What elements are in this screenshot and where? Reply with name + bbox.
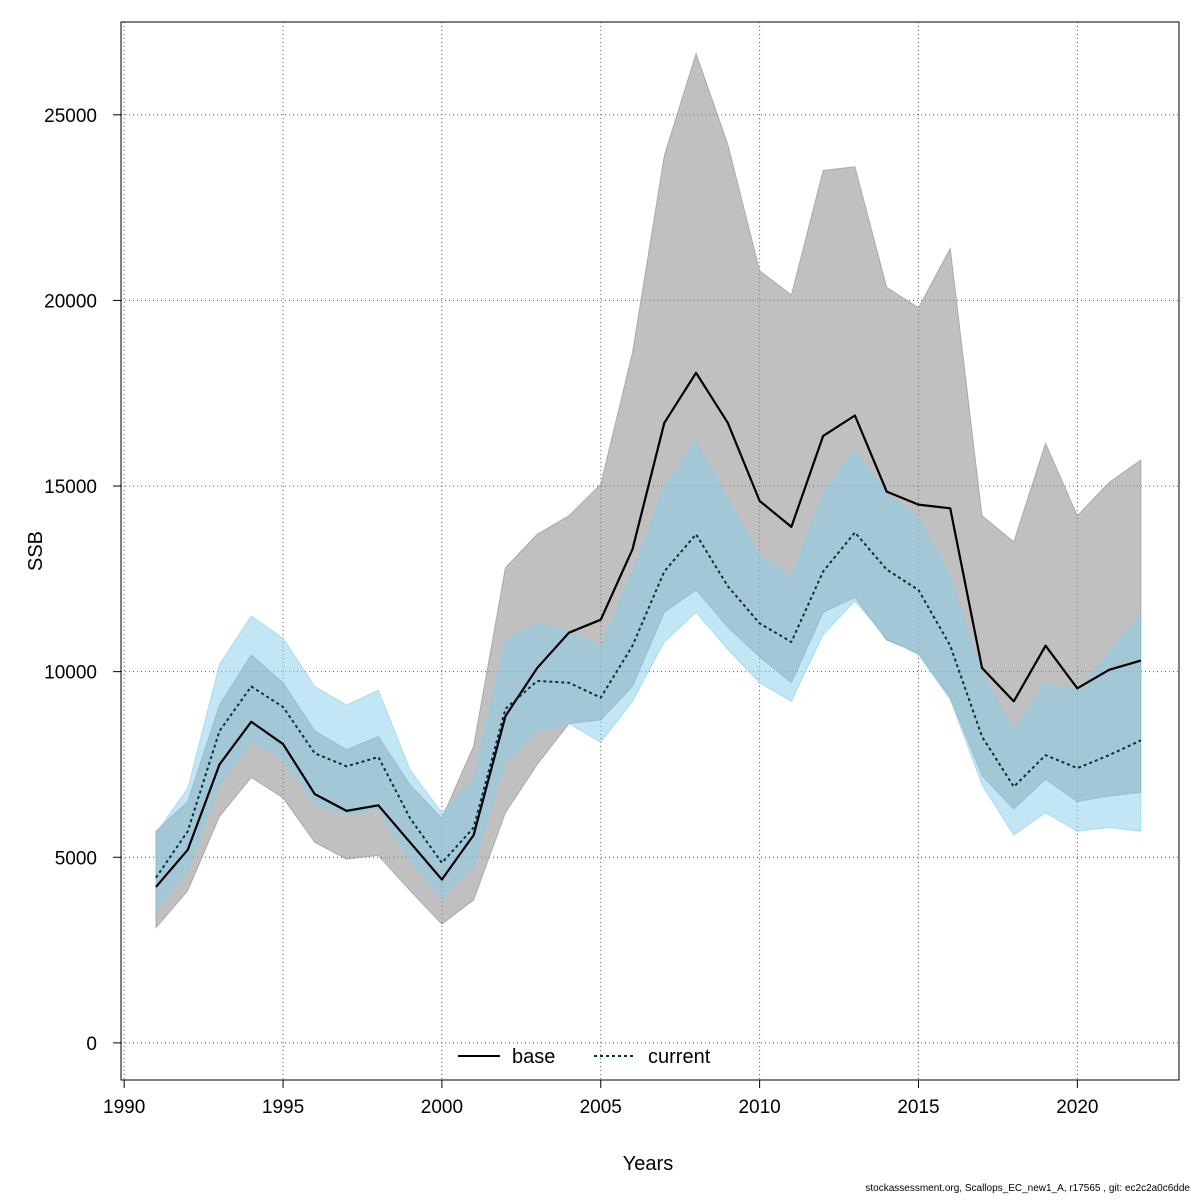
base-line	[155, 371, 1142, 888]
confidence-bands	[155, 51, 1142, 930]
current-line	[155, 531, 1142, 879]
x-axis-title: Years	[623, 1153, 673, 1175]
y-tick-label: 0	[86, 1034, 97, 1055]
x-tick-label: 1995	[262, 1097, 304, 1118]
legend-current-label: current	[648, 1046, 711, 1068]
x-tick-label: 2000	[421, 1097, 463, 1118]
axes: 1990 1995 2000 2005 2010 2015 2020 0 5000 10000 15…	[44, 106, 1098, 1118]
plot-frame	[120, 21, 1180, 1081]
y-tick-label: 5000	[55, 848, 97, 869]
y-tick-label: 25000	[44, 106, 97, 127]
y-axis-title: SSB	[25, 531, 47, 571]
x-tick-label: 2020	[1056, 1097, 1098, 1118]
y-tick-label: 10000	[44, 663, 97, 684]
footer-credit: stockassessment.org, Scallops_EC_new1_A,…	[865, 1183, 1190, 1194]
x-tick-label: 2015	[897, 1097, 939, 1118]
series-lines	[155, 371, 1142, 888]
x-tick-label: 2010	[738, 1097, 780, 1118]
x-tick-label: 2005	[580, 1097, 622, 1118]
x-tick-label: 1990	[103, 1097, 145, 1118]
y-tick-label: 20000	[44, 291, 97, 312]
legend-base-label: base	[512, 1046, 555, 1068]
y-tick-label: 15000	[44, 477, 97, 498]
legend: base current	[458, 1046, 711, 1068]
current-confidence-band	[155, 440, 1142, 911]
